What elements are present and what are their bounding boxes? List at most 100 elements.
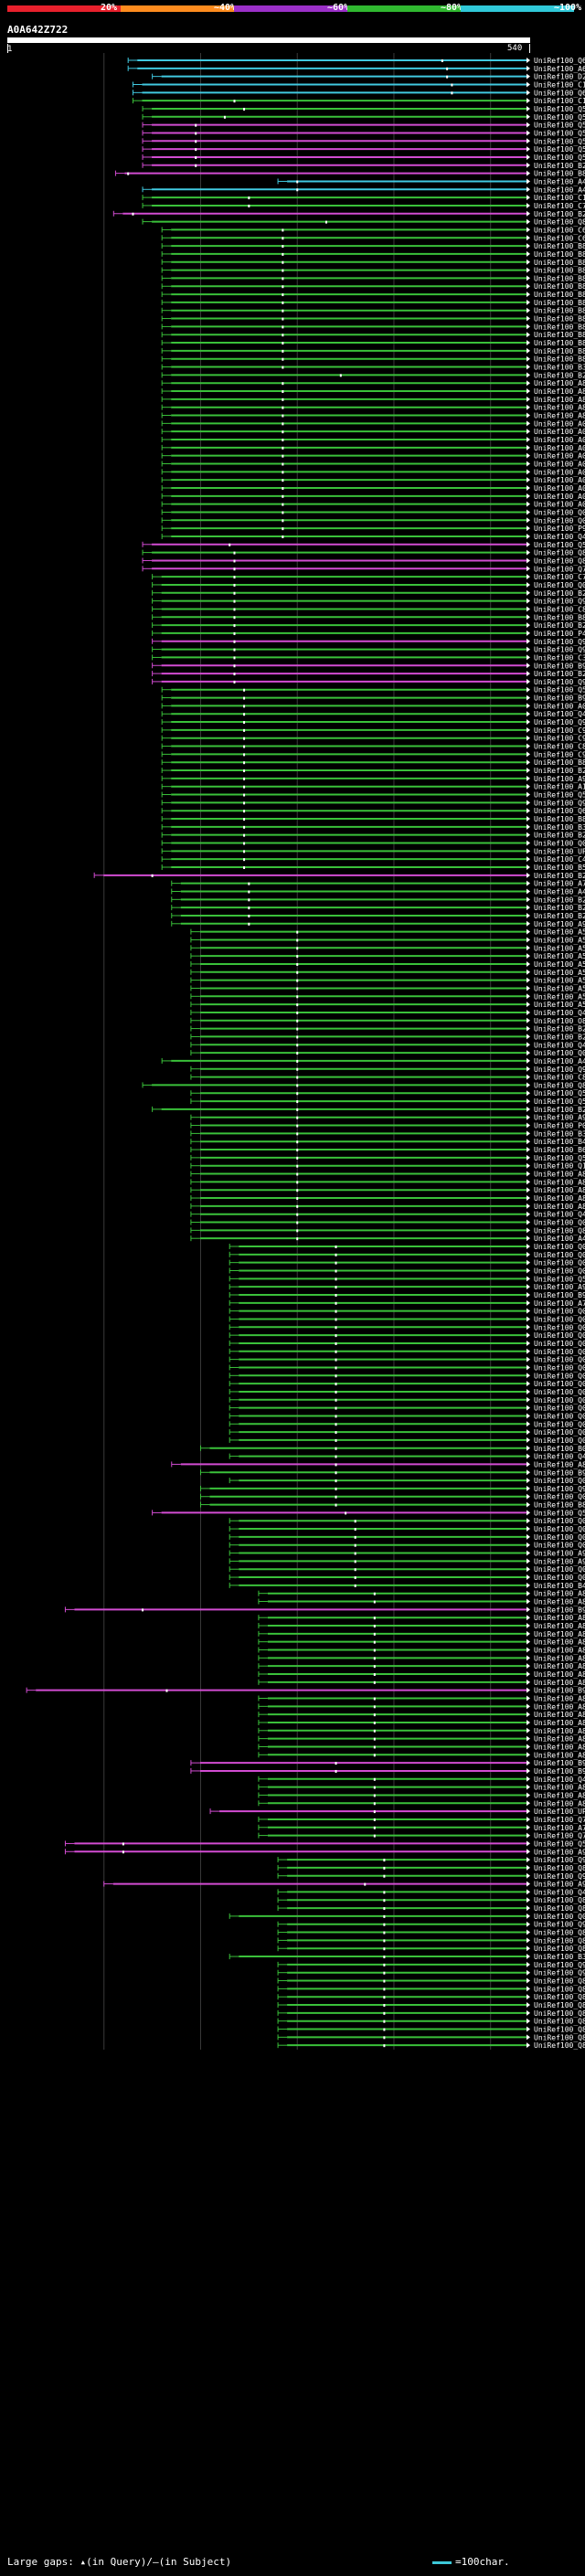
hit-label[interactable]: UniRef100_C8CBL4 <box>534 743 585 751</box>
hit-label[interactable]: UniRef100_A8W629 <box>534 1751 585 1759</box>
hit-label[interactable]: UniRef100_Q07177 <box>534 1219 585 1227</box>
hit-label[interactable]: UniRef100_B8XEJ7 <box>534 291 585 299</box>
hit-label[interactable]: UniRef100_Q0FR03 <box>534 1308 585 1316</box>
hit-label[interactable]: UniRef100_A9NWT9 <box>534 1114 585 1122</box>
hit-label[interactable]: UniRef100_Q43847 <box>534 1888 585 1896</box>
hit-label[interactable]: UniRef100_A8W707 <box>534 1735 585 1744</box>
hit-label[interactable]: UniRef100_Q64925 <box>534 57 585 65</box>
hit-label[interactable]: UniRef100_Q8LS35 <box>534 2026 585 2034</box>
hit-label[interactable]: UniRef100_Q8LS27 <box>534 1904 585 1913</box>
hit-label[interactable]: UniRef100_B2XNV2 <box>534 1033 585 1041</box>
hit-label[interactable]: UniRef100_Q5PGU6 <box>534 137 585 145</box>
hit-label[interactable]: UniRef100_A8W724 <box>534 1590 585 1598</box>
hit-label[interactable]: UniRef100_Q8LS89 <box>534 1896 585 1904</box>
hit-label[interactable]: UniRef100_Q07150 <box>534 1565 585 1574</box>
hit-label[interactable]: UniRef100_C8YQU9 <box>534 1074 585 1082</box>
hit-label[interactable]: UniRef100_Q84LK2 <box>534 218 585 227</box>
hit-label[interactable]: UniRef100_Q5SDZ3 <box>534 122 585 130</box>
hit-label[interactable]: UniRef100_C6CDE1 <box>534 226 585 234</box>
hit-label[interactable]: UniRef100_Q07159 <box>534 1251 585 1259</box>
hit-label[interactable]: UniRef100_A9PAK0 <box>534 1881 585 1889</box>
hit-label[interactable]: UniRef100_A8QGS7 <box>534 396 585 404</box>
hit-label[interactable]: UniRef100_Q071P2 <box>534 1542 585 1550</box>
hit-label[interactable]: UniRef100_B3VYW2 <box>534 1129 585 1138</box>
hit-label[interactable]: UniRef100_Q07154 <box>534 1477 585 1485</box>
hit-label[interactable]: UniRef100_A9RTL3 <box>534 1557 585 1565</box>
hit-label[interactable]: UniRef100_Q07736 <box>534 840 585 848</box>
hit-label[interactable]: UniRef100_Q84GW7 <box>534 557 585 565</box>
hit-label[interactable]: UniRef100_B2XNV1 <box>534 904 585 912</box>
hit-label[interactable]: UniRef100_Q9XUG1 <box>534 1485 585 1493</box>
hit-label[interactable]: UniRef100_Q5NKS2 <box>534 113 585 122</box>
hit-label[interactable]: UniRef100_Q8LS83 <box>534 1993 585 2001</box>
hit-label[interactable]: UniRef100_Q5SL58 <box>534 129 585 137</box>
hit-label[interactable]: UniRef100_Q5MLG0 <box>534 1089 585 1097</box>
hit-label[interactable]: UniRef100_Q5MKA6 <box>534 1097 585 1106</box>
hit-label[interactable]: UniRef100_A5Y364 <box>534 992 585 1001</box>
hit-label[interactable]: UniRef100_A8W729 <box>534 1178 585 1186</box>
hit-label[interactable]: UniRef100_Q071P7 <box>534 1412 585 1420</box>
hit-label[interactable]: UniRef100_B8XEJ4 <box>534 315 585 323</box>
hit-label[interactable]: UniRef100_B3SRP3 <box>534 1953 585 1961</box>
hit-label[interactable]: UniRef100_Q5YYF7 <box>534 1839 585 1848</box>
hit-label[interactable]: UniRef100_C1IZ53 <box>534 97 585 105</box>
hit-label[interactable]: UniRef100_A8W704 <box>534 1670 585 1679</box>
hit-label[interactable]: UniRef100_A8W717 <box>534 1638 585 1647</box>
hit-label[interactable]: UniRef100_A0EQE7 <box>534 493 585 501</box>
hit-label[interactable]: UniRef100_B9VB00 <box>534 662 585 670</box>
hit-label[interactable]: UniRef100_B2LUM7 <box>534 872 585 880</box>
hit-label[interactable]: UniRef100_A0EQD2 <box>534 702 585 710</box>
hit-label[interactable]: UniRef100_Q071S1 <box>534 1331 585 1340</box>
hit-label[interactable]: UniRef100_B2LUM5 <box>534 832 585 840</box>
hit-label[interactable]: UniRef100_B5THH5 <box>534 864 585 872</box>
hit-label[interactable]: UniRef100_Q071T4 <box>534 1574 585 1582</box>
hit-label[interactable]: UniRef100_A5Y378 <box>534 944 585 952</box>
hit-label[interactable]: UniRef100_Q071P9 <box>534 1405 585 1413</box>
hit-label[interactable]: UniRef100_B8BFF4 <box>534 1501 585 1510</box>
hit-label[interactable]: UniRef100_C1N2M9 <box>534 80 585 89</box>
hit-label[interactable]: UniRef100_A5Y374 <box>534 960 585 969</box>
hit-label[interactable]: UniRef100_Q9FMX0 <box>534 638 585 646</box>
hit-label[interactable]: UniRef100_A0EQF8 <box>534 484 585 493</box>
hit-label[interactable]: UniRef100_A9TMC7 <box>534 1550 585 1558</box>
hit-label[interactable]: UniRef100_B8XEJ6 <box>534 299 585 307</box>
hit-label[interactable]: UniRef100_A8W701 <box>534 1784 585 1792</box>
hit-label[interactable]: UniRef100_Q8LS56 <box>534 2009 585 2018</box>
hit-label[interactable]: UniRef100_C9K223 <box>534 726 585 735</box>
hit-label[interactable]: UniRef100_C7BW54 <box>534 573 585 581</box>
hit-label[interactable]: UniRef100_B8XEK9 <box>534 242 585 250</box>
hit-label[interactable]: UniRef100_B8XEI6 <box>534 355 585 364</box>
hit-label[interactable]: UniRef100_C9PR27 <box>534 735 585 743</box>
hit-label[interactable]: UniRef100_A8W728 <box>534 1186 585 1194</box>
hit-label[interactable]: UniRef100_Q071S3 <box>534 1323 585 1331</box>
hit-label[interactable]: UniRef100_Q8LS57 <box>534 1945 585 1953</box>
hit-label[interactable]: UniRef100_B8XEI9 <box>534 347 585 355</box>
hit-label[interactable]: UniRef100_Q071Q5 <box>534 1533 585 1542</box>
hit-label[interactable]: UniRef100_A7QJ36 <box>534 880 585 888</box>
hit-label[interactable]: UniRef100_C3W5L9 <box>534 653 585 662</box>
hit-label[interactable]: UniRef100_Q75741 <box>534 1832 585 1840</box>
hit-label[interactable]: UniRef100_A8W721 <box>534 1630 585 1638</box>
hit-label[interactable]: UniRef100_Q9SHZ6 <box>534 1872 585 1881</box>
hit-label[interactable]: UniRef100_Q071R2 <box>534 1348 585 1356</box>
hit-label[interactable]: UniRef100_A8W726 <box>534 1203 585 1211</box>
hit-label[interactable]: UniRef100_Q1PIB7 <box>534 1162 585 1171</box>
hit-label[interactable]: UniRef100_Q071P5 <box>534 1428 585 1436</box>
hit-label[interactable]: UniRef100_A8W730 <box>534 1171 585 1179</box>
hit-label[interactable]: UniRef100_Q071Q2 <box>534 1388 585 1396</box>
hit-label[interactable]: UniRef100_Q0EVS5 <box>534 516 585 525</box>
hit-label[interactable]: UniRef100_Q071P6 <box>534 1420 585 1428</box>
hit-label[interactable]: UniRef100_A8W722 <box>534 1622 585 1630</box>
hit-label[interactable]: UniRef100_A0EQG8 <box>534 476 585 484</box>
hit-label[interactable]: UniRef100_Q6PYY6 <box>534 89 585 97</box>
hit-label[interactable]: UniRef100_O82827 <box>534 1017 585 1025</box>
hit-label[interactable]: UniRef100_C7BW53 <box>534 202 585 210</box>
hit-label[interactable]: UniRef100_B6U167 <box>534 1146 585 1154</box>
hit-label[interactable]: UniRef100_Q071S7 <box>534 1525 585 1533</box>
hit-label[interactable]: UniRef100_Q8LS34 <box>534 2033 585 2041</box>
hit-label[interactable]: UniRef100_P04713 <box>534 1122 585 1130</box>
hit-label[interactable]: UniRef100_A8W713 <box>534 1711 585 1719</box>
hit-label[interactable]: UniRef100_A4URH2 <box>534 1057 585 1065</box>
hit-label[interactable]: UniRef100_Q5SYU0 <box>534 541 585 549</box>
hit-label[interactable]: UniRef100_A5Y369 <box>534 977 585 985</box>
